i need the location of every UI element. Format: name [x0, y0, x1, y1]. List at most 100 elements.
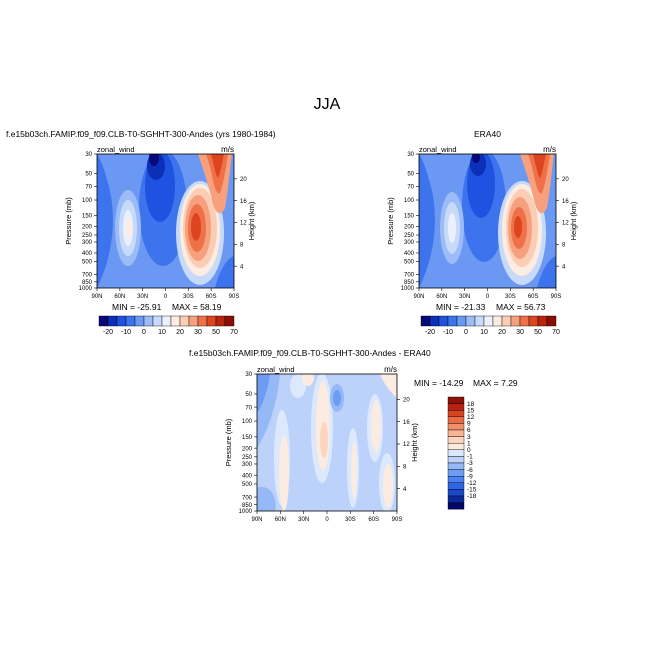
colorbar-label: -20	[425, 329, 435, 336]
colorbar-swatch	[98, 315, 109, 327]
y-tick-label: 700	[404, 273, 415, 279]
variable-label: zonal_wind	[257, 365, 295, 374]
colorbar-label: 20	[498, 329, 506, 336]
y-tick-label: 400	[82, 251, 93, 257]
y-tick-label: 500	[242, 482, 253, 488]
colorbar-swatch	[492, 315, 503, 327]
colorbar-swatch	[447, 409, 465, 417]
contour-field	[419, 154, 556, 288]
colorbar-label: -15	[467, 487, 477, 494]
x-tick-label: 60S	[528, 294, 539, 300]
y2-tick-label: 8	[403, 465, 407, 471]
x-tick-label: 90N	[413, 294, 424, 300]
y-tick-label: 1000	[79, 286, 93, 292]
units-label: m/s	[543, 145, 556, 154]
colorbar-label: 0	[464, 329, 468, 336]
colorbar-label: 15	[467, 407, 475, 414]
y2-tick-label: 8	[240, 243, 244, 249]
y2-tick-label: 20	[562, 177, 569, 183]
x-tick-label: 30N	[137, 294, 148, 300]
colorbar-swatch	[510, 315, 521, 327]
y-tick-label: 250	[242, 455, 253, 461]
colorbar-swatch	[438, 315, 449, 327]
colorbar-label: -20	[103, 329, 113, 336]
y-tick-label: 200	[82, 225, 93, 231]
colorbar-swatch	[537, 315, 548, 327]
colorbar-label: -6	[467, 467, 473, 474]
y-tick-label: 400	[242, 473, 253, 479]
y2-tick-label: 4	[240, 264, 244, 270]
colorbar-swatch	[465, 315, 476, 327]
colorbar-swatch	[107, 315, 118, 327]
colorbar-swatch	[197, 315, 208, 327]
min-stat-era40: MIN = -21.33	[436, 302, 486, 312]
y2-axis-label: Height (km)	[569, 201, 578, 240]
y-tick-label: 850	[82, 280, 93, 286]
y-tick-label: 250	[82, 233, 93, 239]
y-tick-label: 700	[82, 273, 93, 279]
y-tick-label: 850	[404, 280, 415, 286]
page-title: JJA	[313, 96, 341, 113]
max-stat-model: MAX = 58.19	[172, 302, 222, 312]
y-tick-label: 50	[85, 172, 92, 178]
colorbar-label: 18	[467, 401, 475, 408]
y-tick-label: 300	[242, 462, 253, 468]
x-tick-label: 30S	[345, 517, 356, 523]
y-tick-label: 200	[242, 446, 253, 452]
units-label: m/s	[384, 365, 397, 374]
colorbar-label: 30	[194, 329, 202, 336]
colorbar-label: 70	[230, 329, 238, 336]
x-tick-label: 60S	[368, 517, 379, 523]
colorbar-label: -9	[467, 473, 473, 480]
colorbar-model: -20 -10 0 10 20 30 50 70	[98, 315, 238, 336]
y-tick-label: 70	[85, 185, 92, 191]
colorbar-label: 70	[552, 329, 560, 336]
colorbar-label: 3	[467, 434, 471, 441]
colorbar-swatch	[546, 315, 557, 327]
colorbar-swatch	[447, 495, 465, 503]
y-tick-label: 70	[407, 185, 414, 191]
colorbar-swatch	[447, 469, 465, 477]
y-axis-label: Pressure (mb)	[386, 197, 395, 245]
x-tick-label: 60N	[275, 517, 286, 523]
x-tick-label: 0	[486, 294, 490, 300]
y2-tick-label: 4	[562, 264, 566, 270]
colorbar-swatch	[447, 449, 465, 457]
colorbar-swatch	[188, 315, 199, 327]
y-tick-label: 200	[404, 225, 415, 231]
x-tick-label: 30S	[505, 294, 516, 300]
colorbar-era40: -20 -10 0 10 20 30 50 70	[420, 315, 560, 336]
colorbar-swatch	[429, 315, 440, 327]
y-tick-label: 50	[245, 392, 252, 398]
y-tick-label: 150	[242, 435, 253, 441]
colorbar-swatch	[420, 315, 431, 327]
y-tick-label: 1000	[401, 286, 415, 292]
colorbar-swatch	[206, 315, 217, 327]
y2-axis-label: Height (km)	[410, 423, 419, 462]
min-stat-model: MIN = -25.91	[112, 302, 162, 312]
colorbar-swatch	[447, 315, 458, 327]
panel-title-model: f.e15b03ch.FAMIP.f09_f09.CLB-T0-SGHHT-30…	[6, 129, 276, 139]
colorbar-swatch	[519, 315, 530, 327]
colorbar-swatch	[447, 423, 465, 431]
colorbar-swatch	[447, 416, 465, 424]
colorbar-label: 0	[142, 329, 146, 336]
min-stat-diff: MIN = -14.29	[414, 378, 464, 388]
panel-title-diff: f.e15b03ch.FAMIP.f09_f09.CLB-T0-SGHHT-30…	[189, 348, 431, 358]
panel-title-era40: ERA40	[474, 129, 501, 139]
colorbar-swatch	[215, 315, 226, 327]
y-tick-label: 150	[404, 214, 415, 220]
y-tick-label: 30	[407, 152, 414, 158]
colorbar-label: 20	[176, 329, 184, 336]
zonal-wind-panel-model: 305070100150200250300400500700850100090N…	[64, 145, 256, 300]
x-tick-label: 0	[164, 294, 168, 300]
x-tick-label: 90S	[229, 294, 240, 300]
y-tick-label: 400	[404, 251, 415, 257]
colorbar-swatch	[152, 315, 163, 327]
colorbar-swatch	[447, 396, 465, 404]
x-tick-label: 90S	[551, 294, 562, 300]
colorbar-swatch	[447, 436, 465, 444]
x-tick-label: 30S	[183, 294, 194, 300]
y-tick-label: 500	[82, 260, 93, 266]
